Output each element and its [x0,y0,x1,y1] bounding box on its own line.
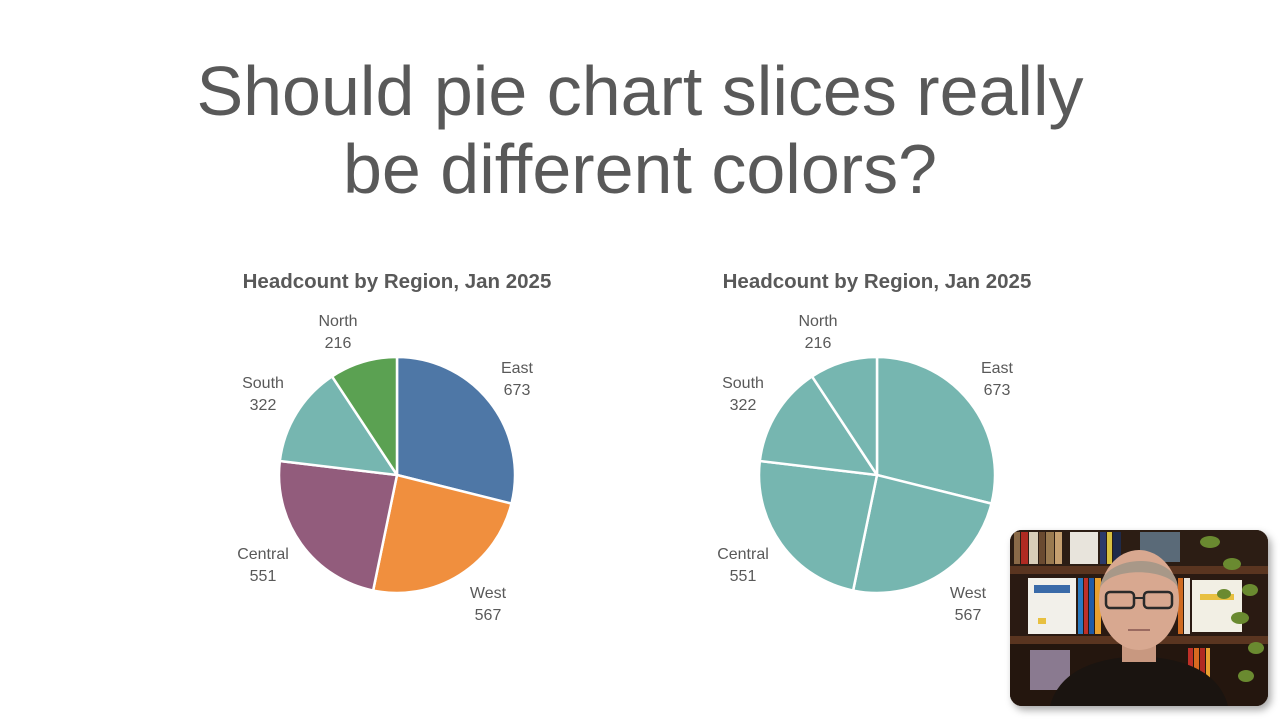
webcam-video-frame [1010,530,1268,706]
label-west: West 567 [469,585,507,624]
pie-slices [757,355,997,595]
label-east: East 673 [500,360,533,399]
label-south: South 322 [722,375,764,414]
pie-slice-south [758,375,879,477]
label-central: Central 551 [237,546,289,585]
pie-slices [277,355,517,595]
label-south: South 322 [242,375,284,414]
pie-slice-north [810,355,879,477]
pie-slice-central [757,459,879,592]
label-north: North 216 [318,313,358,352]
pie-slice-west [851,473,993,595]
slide-title-line-1: Should pie chart slices really [196,52,1084,130]
pie-slice-east [875,355,997,505]
label-west: West 567 [949,585,987,624]
pie-plot [277,355,517,595]
slide-title: Should pie chart slices really be differ… [0,52,1280,208]
pie-chart-single-color: Headcount by Region, Jan 2025 North 216 … [667,262,1087,642]
presenter-webcam [1010,530,1268,706]
pie-slice-central [277,459,399,592]
pie-plot [757,355,997,595]
label-central: Central 551 [717,546,769,585]
slide-title-line-2: be different colors? [342,130,938,208]
pie-slice-north [330,355,399,477]
label-north: North 216 [798,313,838,352]
chart-title: Headcount by Region, Jan 2025 [722,270,1032,293]
pie-slice-west [371,473,513,595]
chart-title: Headcount by Region, Jan 2025 [242,270,552,293]
label-east: East 673 [980,360,1013,399]
pie-slice-south [278,375,399,477]
pie-slice-east [395,355,517,505]
pie-chart-colored: Headcount by Region, Jan 2025 North 216 … [187,262,607,642]
